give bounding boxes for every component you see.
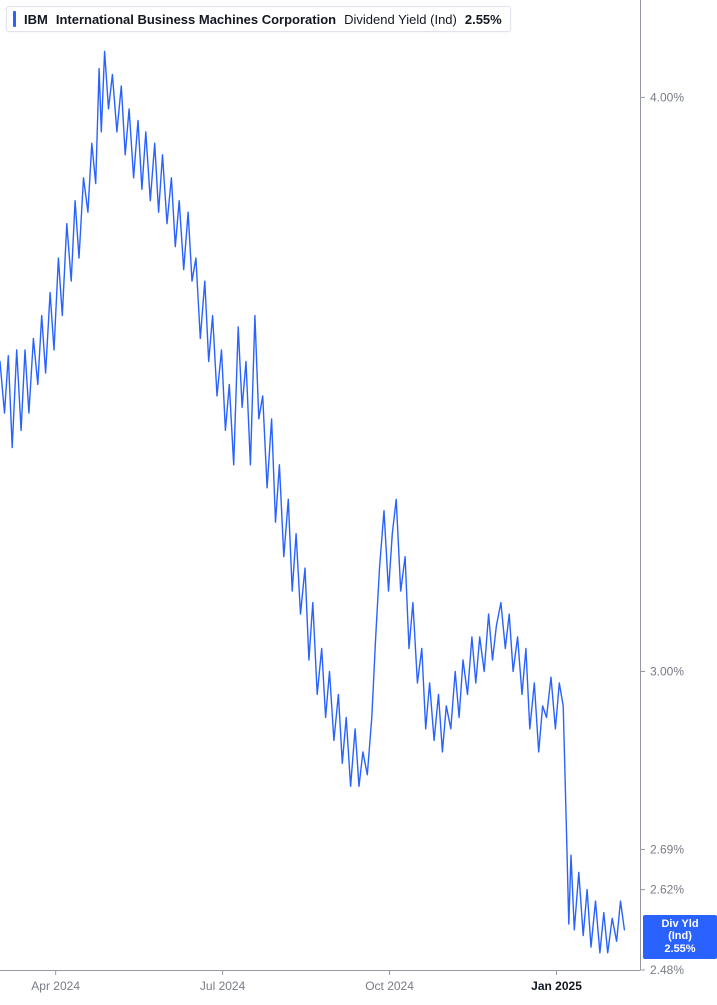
y-axis-label: 2.69% xyxy=(650,842,684,856)
series-line xyxy=(0,52,624,953)
chart-svg: 4.00% 3.00% 2.69% 2.62% 2.48% Apr 2024 Jul 202… xyxy=(0,0,717,1005)
price-flag: Div Yld (Ind) 2.55% xyxy=(643,915,717,959)
y-axis-label: 2.62% xyxy=(650,883,684,897)
y-axis-label: 4.00% xyxy=(650,90,684,104)
x-axis-label: Jul 2024 xyxy=(200,979,246,993)
price-flag-label: Div Yld (Ind) xyxy=(649,918,711,943)
x-axis-label: Jan 2025 xyxy=(531,979,582,993)
x-axis-label: Oct 2024 xyxy=(365,979,414,993)
price-flag-value: 2.55% xyxy=(649,943,711,956)
y-axis-label: 2.48% xyxy=(650,963,684,977)
chart-area[interactable]: 4.00% 3.00% 2.69% 2.62% 2.48% Apr 2024 Jul 202… xyxy=(0,0,717,1005)
x-axis-label: Apr 2024 xyxy=(31,979,80,993)
y-axis-label: 3.00% xyxy=(650,664,684,678)
